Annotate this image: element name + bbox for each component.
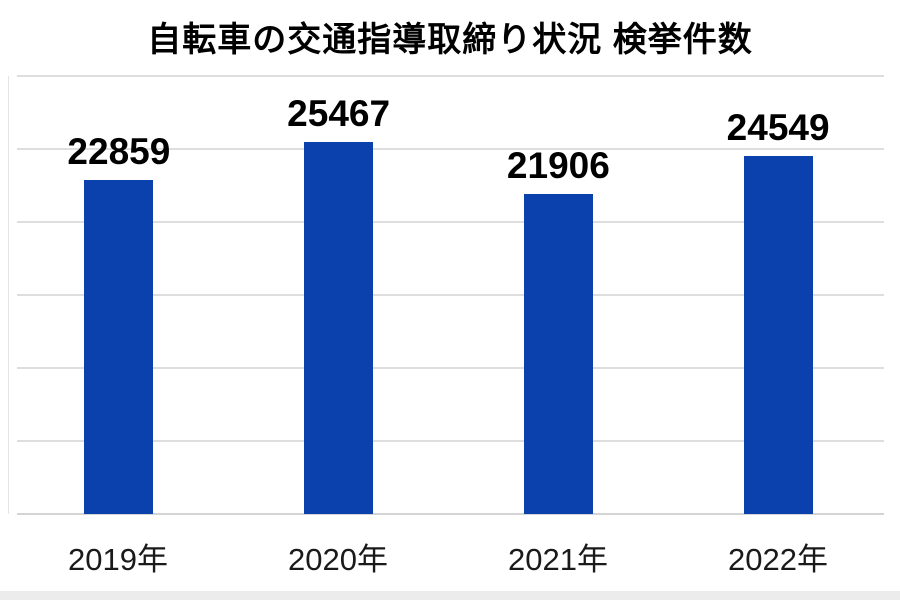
gridline	[17, 367, 884, 370]
x-tick-label: 2021年	[508, 542, 608, 577]
bar-value-label: 21906	[506, 145, 610, 187]
bar-value-label: 25467	[287, 93, 391, 135]
gridline	[17, 148, 884, 150]
x-axis-line	[17, 513, 884, 515]
gridline	[17, 440, 884, 443]
gridline	[17, 75, 884, 77]
bar	[304, 142, 374, 514]
gridlines	[9, 75, 888, 514]
bar-slot: 24549	[668, 76, 888, 514]
gridline	[17, 221, 884, 224]
bar	[523, 194, 593, 514]
gridline	[17, 294, 884, 296]
bar-value-label: 24549	[726, 106, 830, 148]
chart-title: 自転車の交通指導取締り状況 検挙件数	[147, 21, 753, 59]
plot-area: 22859 25467 21906 24549	[8, 75, 888, 515]
bottom-strip	[0, 591, 900, 600]
bar	[84, 180, 154, 514]
x-tick-label: 2020年	[288, 542, 388, 577]
bar	[743, 155, 813, 514]
bar-value-label: 22859	[67, 131, 171, 173]
x-tick-label: 2019年	[68, 542, 168, 577]
bar-slot: 25467	[229, 76, 449, 514]
bar-slot: 21906	[449, 76, 669, 514]
bar-slot: 22859	[9, 76, 229, 514]
bars: 22859 25467 21906 24549	[9, 76, 888, 514]
x-axis-labels: 2019年 2020年 2021年 2022年	[8, 540, 888, 580]
x-tick-label: 2022年	[728, 542, 828, 577]
